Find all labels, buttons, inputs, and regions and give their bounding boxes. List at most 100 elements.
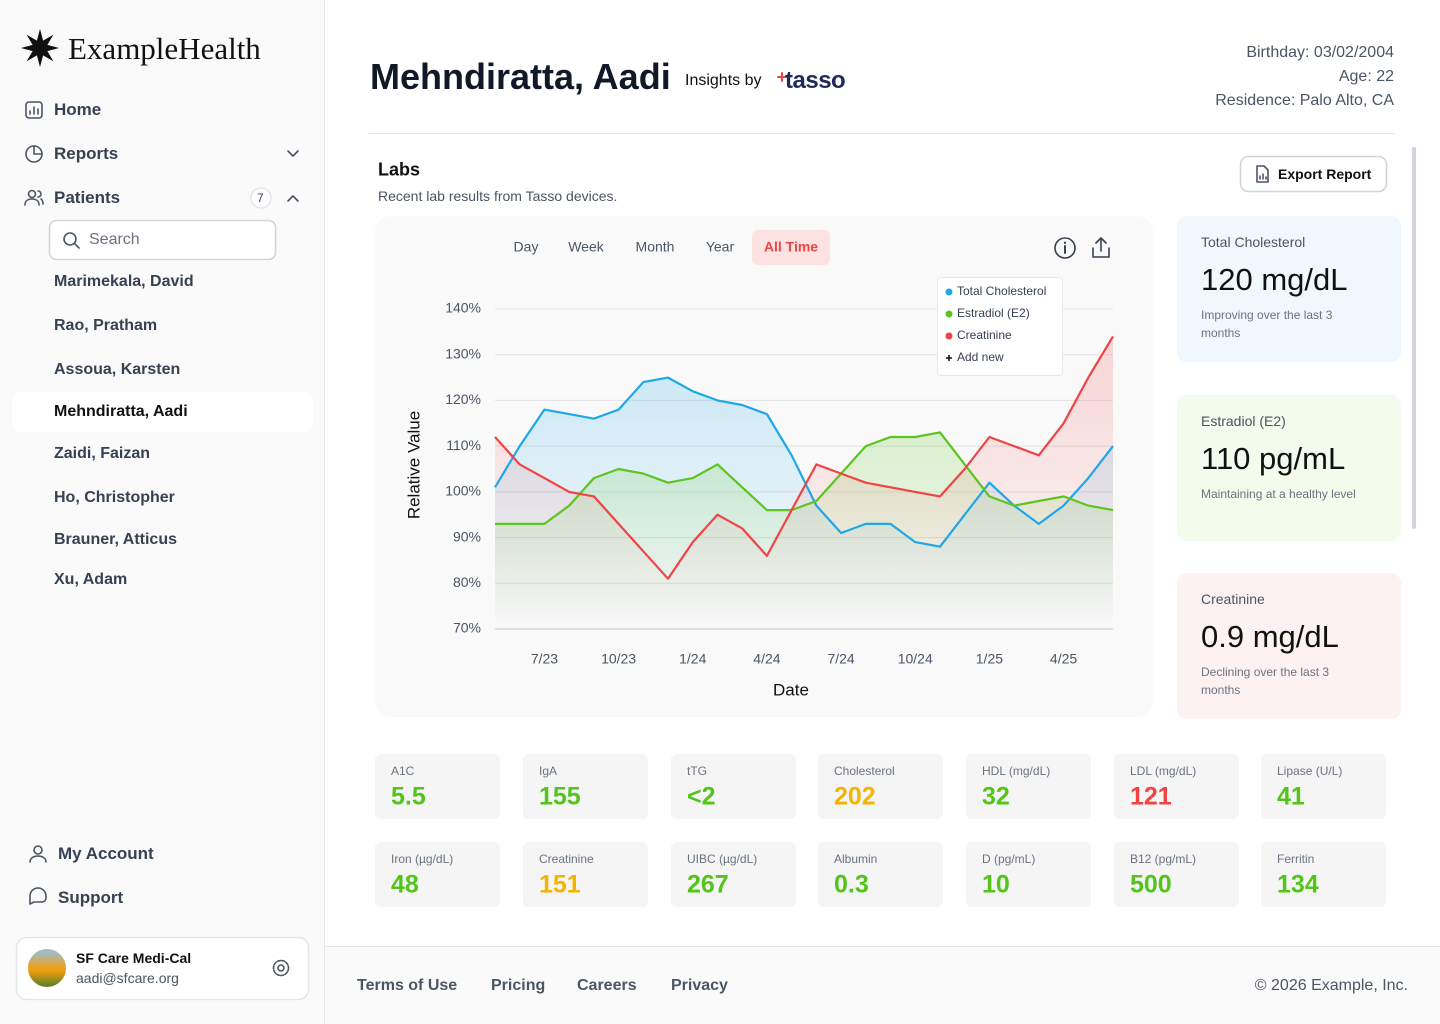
tile-value: 0.3 xyxy=(834,870,869,899)
lab-tile[interactable] xyxy=(818,754,943,819)
lab-tile[interactable] xyxy=(1261,754,1386,819)
series-area xyxy=(495,336,1113,629)
legend-swatch xyxy=(945,288,953,296)
card-value: 110 pg/mL xyxy=(1201,441,1346,476)
x-tick-label: 7/24 xyxy=(827,651,854,667)
search-box[interactable] xyxy=(48,219,277,261)
card-title: Total Cholesterol xyxy=(1201,234,1306,250)
legend-box xyxy=(937,277,1063,376)
insights-label: Insights by xyxy=(685,72,762,89)
export-icon xyxy=(1256,165,1269,183)
footer-link[interactable]: Careers xyxy=(577,977,637,994)
patient-item[interactable]: Brauner, Atticus xyxy=(54,531,177,548)
nav-item[interactable]: Support xyxy=(58,888,124,907)
account-card[interactable] xyxy=(15,936,310,1001)
footer-link[interactable]: Pricing xyxy=(491,977,546,994)
lab-tile[interactable] xyxy=(1261,842,1386,907)
footer-link[interactable]: Terms of Use xyxy=(357,977,458,994)
nav-item[interactable]: My Account xyxy=(58,844,154,863)
search-icon xyxy=(63,232,80,249)
brand[interactable]: ExampleHealth xyxy=(68,31,261,66)
export-button[interactable] xyxy=(1239,155,1388,193)
lab-tile[interactable] xyxy=(1114,842,1239,907)
patient-item[interactable]: Zaidi, Faizan xyxy=(54,445,151,462)
tile-label: Ferritin xyxy=(1277,852,1315,866)
chevron-up xyxy=(287,195,299,202)
tab[interactable]: Week xyxy=(568,239,605,255)
legend-label[interactable]: Creatinine xyxy=(957,328,1012,342)
copyright: © 2026 Example, Inc. xyxy=(1254,977,1408,994)
lab-tile[interactable] xyxy=(671,754,796,819)
x-tick-label: 4/24 xyxy=(753,651,780,667)
scrollbar xyxy=(1412,147,1416,529)
tile-label: tTG xyxy=(687,764,707,778)
lab-tile[interactable] xyxy=(818,842,943,907)
tab[interactable]: Year xyxy=(706,239,735,255)
patient-item[interactable]: Rao, Pratham xyxy=(54,317,158,334)
chart: Day Week Month Year All Time 70% 80% 90% 100% 110… xyxy=(404,230,1114,699)
tasso-logo: tasso xyxy=(785,67,846,94)
active-patient-bg xyxy=(12,392,313,432)
nav-item[interactable]: Patients xyxy=(54,188,121,207)
tab[interactable]: Month xyxy=(636,239,675,255)
lab-tile[interactable] xyxy=(1114,754,1239,819)
patient-detail: Birthday: 03/02/2004 xyxy=(1246,44,1394,61)
tile-value: 202 xyxy=(834,782,876,811)
tile-value: 500 xyxy=(1130,870,1172,899)
lab-tile[interactable] xyxy=(671,842,796,907)
patient-detail: Age: 22 xyxy=(1338,68,1394,85)
patient-name: Mehndiratta, Aadi xyxy=(370,56,671,97)
tab[interactable]: All Time xyxy=(764,239,818,255)
footer-bar xyxy=(325,946,1440,1024)
tile-value: <2 xyxy=(687,782,716,811)
patient-item[interactable]: Xu, Adam xyxy=(54,571,128,588)
tile-label: Albumin xyxy=(834,852,878,866)
account-email: aadi@sfcare.org xyxy=(76,970,179,986)
tab[interactable]: Day xyxy=(514,239,539,255)
x-axis-label: Date xyxy=(773,680,809,699)
account-icon xyxy=(29,845,47,863)
avatar xyxy=(26,947,68,989)
card-title: Estradiol (E2) xyxy=(1201,413,1286,429)
lab-tile[interactable] xyxy=(523,754,648,819)
tile-value: 267 xyxy=(687,870,729,899)
legend-label[interactable]: Estradiol (E2) xyxy=(957,306,1030,320)
card-value: 0.9 mg/dL xyxy=(1201,619,1339,654)
summary-card xyxy=(1177,395,1401,541)
tile-label: Cholesterol xyxy=(834,764,895,778)
patient-item[interactable]: Ho, Christopher xyxy=(54,489,175,506)
logo-icon xyxy=(21,29,59,67)
footer-link[interactable]: Privacy xyxy=(671,977,728,994)
patient-item[interactable]: Assoua, Karsten xyxy=(54,361,181,378)
search-placeholder[interactable]: Search xyxy=(89,231,140,248)
card-description: Improving over the last 3 months xyxy=(1201,308,1333,340)
patient-item[interactable]: Marimekala, David xyxy=(54,273,194,290)
y-axis-label: Relative Value xyxy=(404,411,423,519)
settings-icon[interactable] xyxy=(272,959,290,977)
card-value: 120 mg/dL xyxy=(1201,262,1348,297)
patient-item[interactable]: Mehndiratta, Aadi xyxy=(54,403,188,420)
lab-tile[interactable] xyxy=(966,754,1091,819)
reports-icon xyxy=(25,145,43,163)
series-line xyxy=(494,335,1114,580)
tab-active-bg xyxy=(752,230,830,265)
nav-item[interactable]: Reports xyxy=(54,144,119,163)
card-description: Declining over the last 3 months xyxy=(1201,665,1330,697)
share-icon[interactable] xyxy=(1092,237,1110,258)
lab-tile[interactable] xyxy=(375,754,500,819)
info-icon[interactable] xyxy=(1054,237,1076,259)
y-tick-label: 120% xyxy=(445,391,481,407)
lab-tile[interactable] xyxy=(523,842,648,907)
lab-tile[interactable] xyxy=(375,842,500,907)
legend-label[interactable]: Total Cholesterol xyxy=(957,284,1046,298)
tile-label: IgA xyxy=(539,764,558,778)
patient-detail: Residence: Palo Alto, CA xyxy=(1215,92,1394,109)
legend-add[interactable]: Add new xyxy=(957,350,1004,364)
lab-tile[interactable] xyxy=(966,842,1091,907)
nav-item[interactable]: Home xyxy=(54,100,102,119)
tile-value: 151 xyxy=(539,870,581,899)
tile-value: 5.5 xyxy=(391,782,426,811)
tile-label: UIBC (µg/dL) xyxy=(687,852,758,866)
export-label[interactable]: Export Report xyxy=(1278,166,1372,182)
tile-label: B12 (pg/mL) xyxy=(1130,852,1197,866)
